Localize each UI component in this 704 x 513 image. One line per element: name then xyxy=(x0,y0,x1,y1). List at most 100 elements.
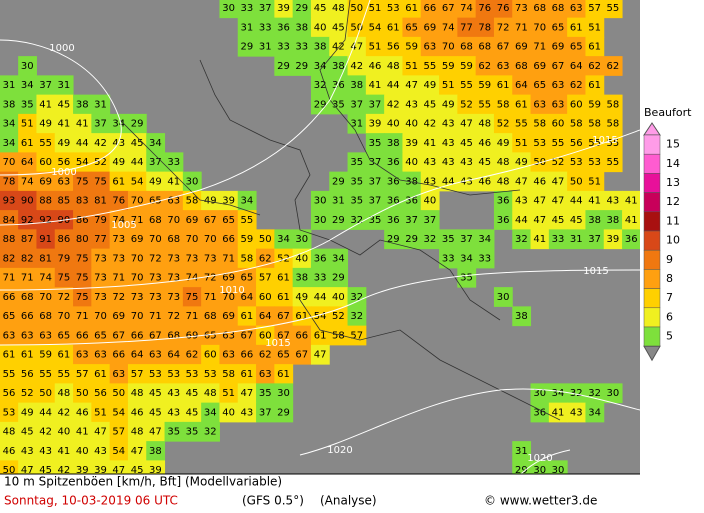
wind-cell xyxy=(201,287,220,307)
wind-cell xyxy=(548,36,568,57)
wind-value: 58 xyxy=(497,99,510,110)
wind-cell xyxy=(36,383,56,404)
wind-value: 80 xyxy=(76,234,89,245)
wind-cell xyxy=(530,17,550,38)
wind-cell xyxy=(73,344,92,365)
wind-cell xyxy=(182,248,202,269)
wind-value: 70 xyxy=(94,311,107,322)
wind-value: 40 xyxy=(424,196,437,207)
wind-cell xyxy=(219,229,239,250)
wind-value: 42 xyxy=(58,407,71,418)
wind-value: 62 xyxy=(259,253,272,264)
legend-label: 12 xyxy=(666,195,680,208)
wind-cell xyxy=(54,421,74,442)
wind-cell xyxy=(493,0,513,19)
wind-value: 63 xyxy=(167,196,180,207)
wind-cell xyxy=(475,36,495,57)
wind-cell xyxy=(420,210,440,230)
wind-cell xyxy=(347,36,367,57)
wind-cell xyxy=(201,364,220,384)
isobar-label: 1000 xyxy=(51,167,76,178)
wind-value: 65 xyxy=(149,196,162,207)
wind-value: 34 xyxy=(332,253,345,264)
wind-value: 61 xyxy=(588,80,601,91)
wind-value: 73 xyxy=(94,292,107,303)
wind-cell xyxy=(237,17,257,38)
wind-cell xyxy=(475,56,495,76)
isobar xyxy=(0,129,640,291)
wind-cell xyxy=(310,210,330,230)
wind-value: 56 xyxy=(21,369,34,380)
wind-cell xyxy=(347,152,367,173)
wind-cell xyxy=(329,267,349,288)
wind-value: 31 xyxy=(94,99,107,110)
wind-cell xyxy=(274,36,294,57)
wind-cell xyxy=(493,75,513,96)
wind-cell xyxy=(512,113,532,134)
wind-cell xyxy=(219,248,239,269)
wind-cell xyxy=(274,56,294,76)
wind-cell xyxy=(237,0,257,19)
wind-value: 68 xyxy=(204,311,217,322)
wind-value: 49 xyxy=(21,407,34,418)
wind-cell xyxy=(201,383,220,404)
wind-cell xyxy=(292,56,312,76)
wind-cell xyxy=(475,113,495,134)
wind-value: 55 xyxy=(39,138,52,149)
wind-value: 66 xyxy=(424,3,437,14)
wind-cell xyxy=(0,344,19,365)
wind-value: 61 xyxy=(241,369,254,380)
credit: © www.wetter3.de xyxy=(484,494,597,508)
wind-value: 71 xyxy=(112,273,125,284)
wind-value: 83 xyxy=(76,196,89,207)
wind-value: 30 xyxy=(533,465,546,476)
legend-swatch xyxy=(643,153,661,174)
wind-value: 45 xyxy=(186,388,199,399)
wind-cell xyxy=(36,75,56,96)
wind-cell xyxy=(567,133,586,153)
wind-cell xyxy=(127,171,147,192)
wind-cell xyxy=(567,190,586,211)
wind-cell xyxy=(18,248,37,269)
wind-cell xyxy=(384,171,403,192)
wind-cell xyxy=(256,36,275,57)
wind-cell xyxy=(365,152,385,173)
wind-cell xyxy=(530,190,550,211)
wind-value: 67 xyxy=(277,330,290,341)
wind-value: 60 xyxy=(39,157,52,168)
wind-value: 68 xyxy=(460,42,473,53)
wind-cell xyxy=(91,267,111,288)
legend-label: 5 xyxy=(666,330,673,343)
wind-value: 69 xyxy=(222,273,235,284)
wind-cell xyxy=(475,94,495,115)
wind-value: 31 xyxy=(570,234,583,245)
wind-cell xyxy=(36,190,56,211)
wind-cell xyxy=(530,133,550,153)
wind-cell xyxy=(567,36,586,57)
wind-value: 51 xyxy=(588,176,601,187)
wind-cell xyxy=(603,113,623,134)
wind-value: 64 xyxy=(241,292,254,303)
wind-cell xyxy=(256,306,275,327)
wind-cell xyxy=(201,421,220,442)
wind-cell xyxy=(274,306,294,327)
wind-value: 53 xyxy=(533,138,546,149)
wind-cell xyxy=(347,113,367,134)
wind-cell xyxy=(512,306,532,327)
wind-value: 36 xyxy=(387,157,400,168)
wind-cell xyxy=(54,171,74,192)
wind-value: 78 xyxy=(478,22,491,33)
wind-cell xyxy=(54,344,74,365)
wind-value: 55 xyxy=(552,138,565,149)
wind-cell xyxy=(402,171,422,192)
wind-cell xyxy=(347,190,367,211)
wind-value: 45 xyxy=(21,427,34,438)
wind-cell xyxy=(347,94,367,115)
wind-cell xyxy=(201,325,220,346)
wind-value: 69 xyxy=(39,176,52,187)
wind-value: 29 xyxy=(295,3,308,14)
wind-value: 44 xyxy=(570,196,583,207)
wind-value: 73 xyxy=(112,253,125,264)
wind-cell xyxy=(18,75,37,96)
wind-value: 30 xyxy=(607,388,620,399)
